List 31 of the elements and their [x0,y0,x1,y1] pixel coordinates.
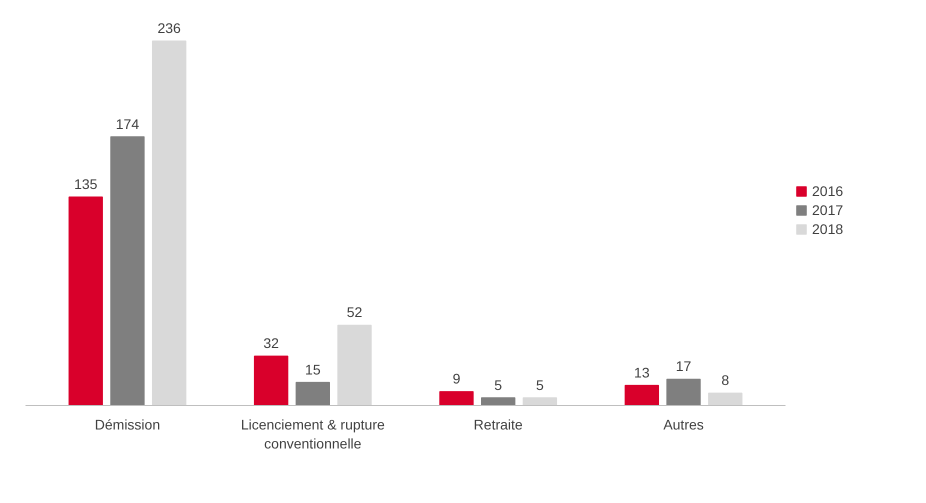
x-tick-label: Retraite [474,416,523,432]
data-label: 52 [346,304,363,320]
data-label: 5 [494,376,502,393]
bar [708,392,742,406]
bar [110,136,145,406]
data-label: 236 [157,20,182,36]
bar [439,391,474,406]
bar [68,196,103,406]
bar [337,324,372,406]
data-label: 9 [452,370,461,387]
bar [152,40,186,406]
legend-label: 2016 [812,183,844,199]
data-label: 32 [263,335,280,352]
data-label: 17 [676,358,692,374]
data-label: 135 [74,176,98,192]
x-tick-label: Démission [94,416,160,432]
bar [481,397,516,406]
bar [522,397,558,406]
bar [624,384,660,406]
legend-label: 2018 [812,221,844,237]
bar [666,378,701,406]
x-tick-label: Autres [663,416,704,432]
data-label: 8 [721,372,730,388]
bar [296,382,330,406]
data-label: 13 [634,364,650,380]
data-label: 5 [536,376,544,393]
data-label: 15 [305,361,321,378]
x-tick-label: Licenciement & rupture conventionnelle [240,416,386,452]
legend-label: 2017 [812,202,844,218]
bar [254,356,288,406]
data-label: 174 [116,116,140,132]
